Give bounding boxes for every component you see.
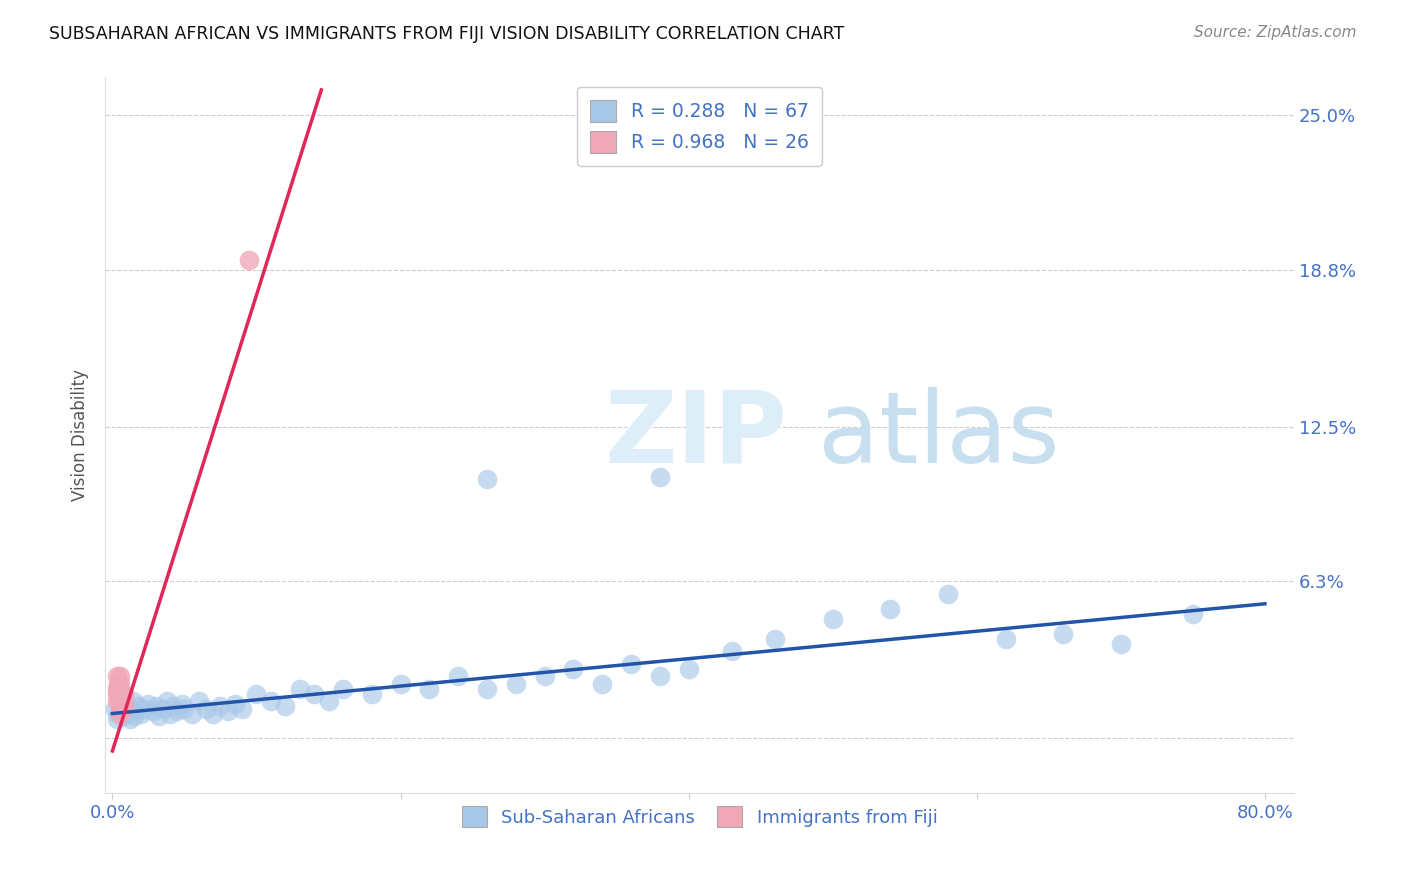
Y-axis label: Vision Disability: Vision Disability bbox=[72, 369, 89, 501]
Point bbox=[821, 612, 844, 626]
Point bbox=[132, 701, 155, 715]
Point bbox=[121, 694, 143, 708]
Point bbox=[678, 662, 700, 676]
Point bbox=[142, 704, 165, 718]
Point bbox=[107, 687, 129, 701]
Point bbox=[112, 697, 135, 711]
Point bbox=[110, 691, 132, 706]
Point bbox=[124, 704, 146, 718]
Legend: Sub-Saharan Africans, Immigrants from Fiji: Sub-Saharan Africans, Immigrants from Fi… bbox=[454, 799, 945, 834]
Point bbox=[591, 676, 613, 690]
Point bbox=[166, 704, 188, 718]
Point bbox=[170, 697, 193, 711]
Point bbox=[115, 699, 138, 714]
Point bbox=[648, 669, 671, 683]
Point bbox=[202, 706, 225, 721]
Point bbox=[111, 709, 134, 723]
Point bbox=[159, 706, 181, 721]
Point bbox=[105, 687, 128, 701]
Point bbox=[217, 704, 239, 718]
Text: SUBSAHARAN AFRICAN VS IMMIGRANTS FROM FIJI VISION DISABILITY CORRELATION CHART: SUBSAHARAN AFRICAN VS IMMIGRANTS FROM FI… bbox=[49, 25, 845, 43]
Point bbox=[475, 472, 498, 486]
Point bbox=[173, 701, 195, 715]
Point bbox=[110, 697, 132, 711]
Point bbox=[505, 676, 527, 690]
Point bbox=[447, 669, 470, 683]
Text: ZIP: ZIP bbox=[605, 387, 787, 483]
Point bbox=[129, 706, 152, 721]
Point bbox=[110, 701, 132, 715]
Point bbox=[111, 701, 134, 715]
Point bbox=[1181, 607, 1204, 621]
Point bbox=[533, 669, 555, 683]
Point bbox=[209, 699, 232, 714]
Point bbox=[245, 687, 267, 701]
Point bbox=[110, 691, 132, 706]
Point bbox=[108, 687, 131, 701]
Point bbox=[1052, 626, 1074, 640]
Point bbox=[187, 694, 209, 708]
Point bbox=[1109, 637, 1132, 651]
Point bbox=[105, 681, 128, 696]
Point bbox=[117, 706, 139, 721]
Point bbox=[302, 687, 325, 701]
Point bbox=[648, 469, 671, 483]
Point bbox=[318, 694, 340, 708]
Point bbox=[114, 697, 136, 711]
Point bbox=[111, 694, 134, 708]
Point bbox=[274, 699, 297, 714]
Point bbox=[108, 669, 131, 683]
Point bbox=[138, 697, 160, 711]
Point bbox=[238, 252, 260, 267]
Point bbox=[288, 681, 311, 696]
Point bbox=[104, 701, 127, 715]
Point bbox=[562, 662, 585, 676]
Point bbox=[108, 706, 131, 721]
Text: Source: ZipAtlas.com: Source: ZipAtlas.com bbox=[1194, 25, 1357, 40]
Point bbox=[112, 704, 135, 718]
Point bbox=[108, 694, 131, 708]
Point bbox=[879, 601, 901, 615]
Point bbox=[148, 709, 170, 723]
Point bbox=[105, 694, 128, 708]
Point bbox=[418, 681, 440, 696]
Point bbox=[111, 687, 134, 701]
Point bbox=[107, 676, 129, 690]
Point bbox=[152, 701, 174, 715]
Point bbox=[108, 694, 131, 708]
Point bbox=[389, 676, 412, 690]
Point bbox=[475, 681, 498, 696]
Point bbox=[111, 701, 134, 715]
Point bbox=[721, 644, 744, 658]
Point bbox=[763, 632, 786, 646]
Point bbox=[110, 701, 132, 715]
Point bbox=[127, 699, 149, 714]
Point bbox=[108, 676, 131, 690]
Point bbox=[107, 681, 129, 696]
Point bbox=[108, 691, 131, 706]
Point bbox=[332, 681, 354, 696]
Point bbox=[224, 697, 246, 711]
Point bbox=[112, 687, 135, 701]
Point bbox=[105, 712, 128, 726]
Point bbox=[195, 701, 218, 715]
Point bbox=[156, 694, 179, 708]
Point bbox=[180, 706, 202, 721]
Point bbox=[120, 701, 142, 715]
Point bbox=[122, 709, 145, 723]
Point bbox=[105, 669, 128, 683]
Point bbox=[260, 694, 283, 708]
Point bbox=[107, 706, 129, 721]
Point bbox=[118, 712, 141, 726]
Point bbox=[145, 699, 167, 714]
Point bbox=[620, 657, 643, 671]
Point bbox=[231, 701, 253, 715]
Point bbox=[360, 687, 382, 701]
Text: atlas: atlas bbox=[818, 387, 1060, 483]
Point bbox=[936, 587, 959, 601]
Point bbox=[162, 699, 184, 714]
Point bbox=[994, 632, 1017, 646]
Point bbox=[107, 681, 129, 696]
Point bbox=[110, 691, 132, 706]
